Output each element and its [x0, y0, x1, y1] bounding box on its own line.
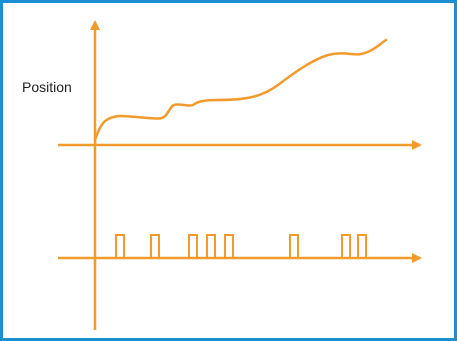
- pulse: [188, 234, 198, 258]
- pulse: [341, 234, 351, 258]
- pulse: [115, 234, 125, 258]
- pulse: [206, 234, 216, 258]
- pulse: [150, 234, 160, 258]
- position-label: Position: [22, 79, 72, 95]
- pulse: [357, 234, 367, 258]
- pulse: [224, 234, 234, 258]
- pulse-train: [115, 234, 367, 258]
- pulse: [289, 234, 299, 258]
- position-curve: [93, 38, 388, 142]
